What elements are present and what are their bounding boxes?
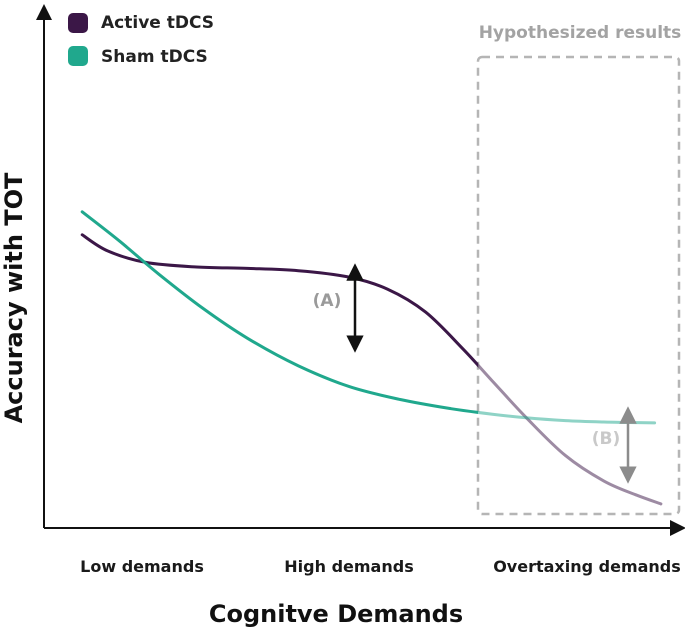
legend-swatch-active — [68, 13, 88, 33]
x-tick-label-low: Low demands — [80, 557, 204, 576]
hypothesized-region-box — [476, 55, 681, 516]
legend-label-sham: Sham tDCS — [101, 47, 208, 67]
hypothesized-region-title: Hypothesized results — [479, 23, 682, 43]
annotation-a-label: (A) — [313, 291, 342, 311]
series-line-active-tdcs — [80, 233, 478, 368]
series-line-sham-tdcs — [80, 210, 478, 414]
y-axis-title: Accuracy with TOT — [0, 172, 28, 423]
series-layer — [80, 210, 663, 506]
series-line-sham-tdcs-hypothesized — [478, 410, 657, 425]
series-line-active-tdcs-hypothesized — [478, 362, 663, 506]
annotation-b-label: (B) — [592, 429, 621, 449]
x-tick-label-high: High demands — [284, 557, 413, 576]
x-axis-title: Cognitve Demands — [209, 600, 463, 628]
legend-swatch-sham — [68, 46, 88, 66]
x-tick-label-overtaxing: Overtaxing demands — [493, 557, 681, 576]
legend-label-active: Active tDCS — [101, 13, 214, 33]
